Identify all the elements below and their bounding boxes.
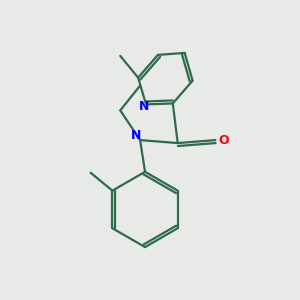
Text: N: N: [139, 100, 149, 113]
Text: O: O: [218, 134, 229, 147]
Text: N: N: [131, 129, 141, 142]
